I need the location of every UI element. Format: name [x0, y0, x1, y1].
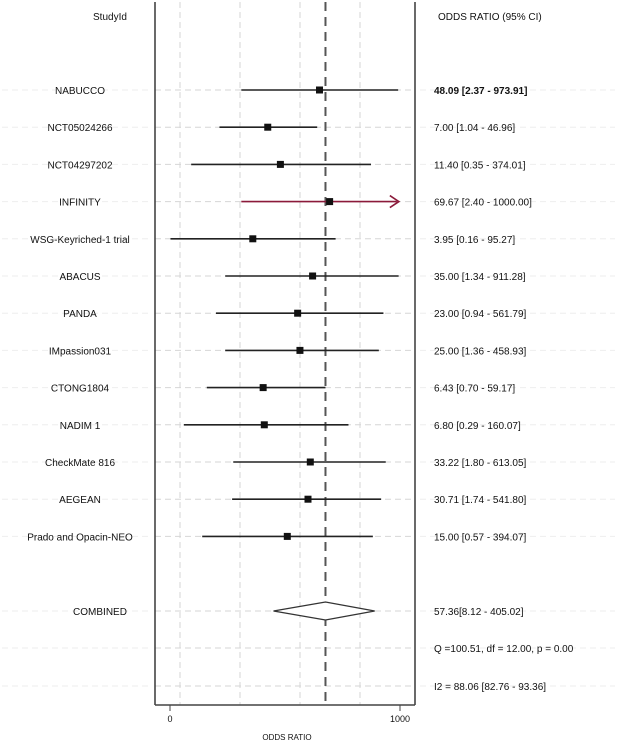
point-estimate — [264, 123, 272, 131]
ci-text: 33.22 [1.80 - 613.05] — [434, 458, 527, 469]
point-estimate — [276, 160, 284, 168]
study-row: IMpassion031 25.00 [1.36 - 458.93] — [49, 346, 527, 357]
odds-ratio-column-header: ODDS RATIO (95% CI) — [438, 12, 542, 23]
study-rows: NABUCCO 48.09 [2.37 - 973.91] NCT05024266 7… — [27, 86, 532, 543]
study-row: WSG-Keyriched-1 trial 3.95 [0.16 - 95.27] — [30, 235, 515, 246]
study-row: NADIM 1 6.80 [0.29 - 160.07] — [60, 421, 521, 432]
study-name: NCT05024266 — [47, 123, 112, 134]
ci-text: 7.00 [1.04 - 46.96] — [434, 123, 515, 134]
ci-text: 6.43 [0.70 - 59.17] — [434, 384, 515, 395]
x-axis: 0 1000 — [167, 705, 410, 724]
study-row: AEGEAN 30.71 [1.74 - 541.80] — [59, 495, 526, 506]
point-estimate — [316, 86, 323, 94]
point-estimate — [283, 532, 291, 540]
study-row: CheckMate 816 33.22 [1.80 - 613.05] — [45, 458, 527, 469]
x-tick-label: 0 — [167, 714, 172, 724]
ci-text: 3.95 [0.16 - 95.27] — [434, 235, 515, 246]
plot-frame — [154, 2, 416, 706]
study-name: NCT04297202 — [47, 160, 112, 171]
study-name: Prado and Opacin-NEO — [27, 532, 133, 543]
ci-text: 15.00 [0.57 - 394.07] — [434, 532, 527, 543]
ci-text: 23.00 [0.94 - 561.79] — [434, 309, 527, 320]
combined-label: COMBINED — [73, 607, 127, 618]
study-name: WSG-Keyriched-1 trial — [30, 235, 129, 246]
study-row: INFINITY 69.67 [2.40 - 1000.00] — [59, 194, 532, 209]
ci-arrow — [389, 194, 401, 209]
point-estimate — [304, 495, 312, 503]
study-row: NCT04297202 11.40 [0.35 - 374.01] — [47, 160, 525, 171]
heterogeneity-i2-stat: I2 = 88.06 [82.76 - 93.36] — [434, 682, 546, 693]
combined-ci-text: 57.36[8.12 - 405.02] — [434, 607, 524, 618]
point-estimate — [249, 235, 257, 243]
study-name: AEGEAN — [59, 495, 101, 506]
point-estimate — [306, 458, 314, 466]
ci-text: 48.09 [2.37 - 973.91] — [434, 86, 527, 97]
study-name: NABUCCO — [55, 86, 105, 97]
study-name: ABACUS — [59, 272, 100, 283]
study-row: ABACUS 35.00 [1.34 - 911.28] — [59, 272, 525, 283]
ci-text: 11.40 [0.35 - 374.01] — [434, 160, 526, 171]
study-row: Prado and Opacin-NEO 15.00 [0.57 - 394.07… — [27, 532, 526, 543]
ci-text: 69.67 [2.40 - 1000.00] — [434, 198, 532, 209]
point-estimate — [260, 421, 268, 429]
heterogeneity-q-stat: Q =100.51, df = 12.00, p = 0.00 — [434, 644, 574, 655]
x-axis-title: ODDS RATIO — [262, 733, 311, 742]
point-estimate — [309, 272, 317, 280]
study-name: NADIM 1 — [60, 421, 101, 432]
point-estimate — [259, 384, 267, 392]
study-name: INFINITY — [59, 198, 101, 209]
point-estimate — [326, 198, 334, 206]
study-name: PANDA — [63, 309, 97, 320]
study-column-header: StudyId — [93, 12, 127, 23]
combined-diamond — [273, 601, 375, 621]
study-row: NCT05024266 7.00 [1.04 - 46.96] — [47, 123, 515, 134]
ci-text: 25.00 [1.36 - 458.93] — [434, 346, 527, 357]
study-row: CTONG1804 6.43 [0.70 - 59.17] — [51, 384, 515, 395]
study-name: CTONG1804 — [51, 384, 110, 395]
ci-text: 30.71 [1.74 - 541.80] — [434, 495, 527, 506]
study-row: NABUCCO 48.09 [2.37 - 973.91] — [55, 86, 527, 97]
point-estimate — [296, 346, 304, 354]
point-estimate — [294, 309, 302, 317]
ci-text: 35.00 [1.34 - 911.28] — [434, 272, 526, 283]
x-tick-label: 1000 — [390, 714, 410, 724]
study-name: IMpassion031 — [49, 346, 112, 357]
combined-row: COMBINED 57.36[8.12 - 405.02] — [73, 601, 524, 621]
ci-text: 6.80 [0.29 - 160.07] — [434, 421, 521, 432]
study-row: PANDA 23.00 [0.94 - 561.79] — [63, 309, 526, 320]
study-name: CheckMate 816 — [45, 458, 115, 469]
